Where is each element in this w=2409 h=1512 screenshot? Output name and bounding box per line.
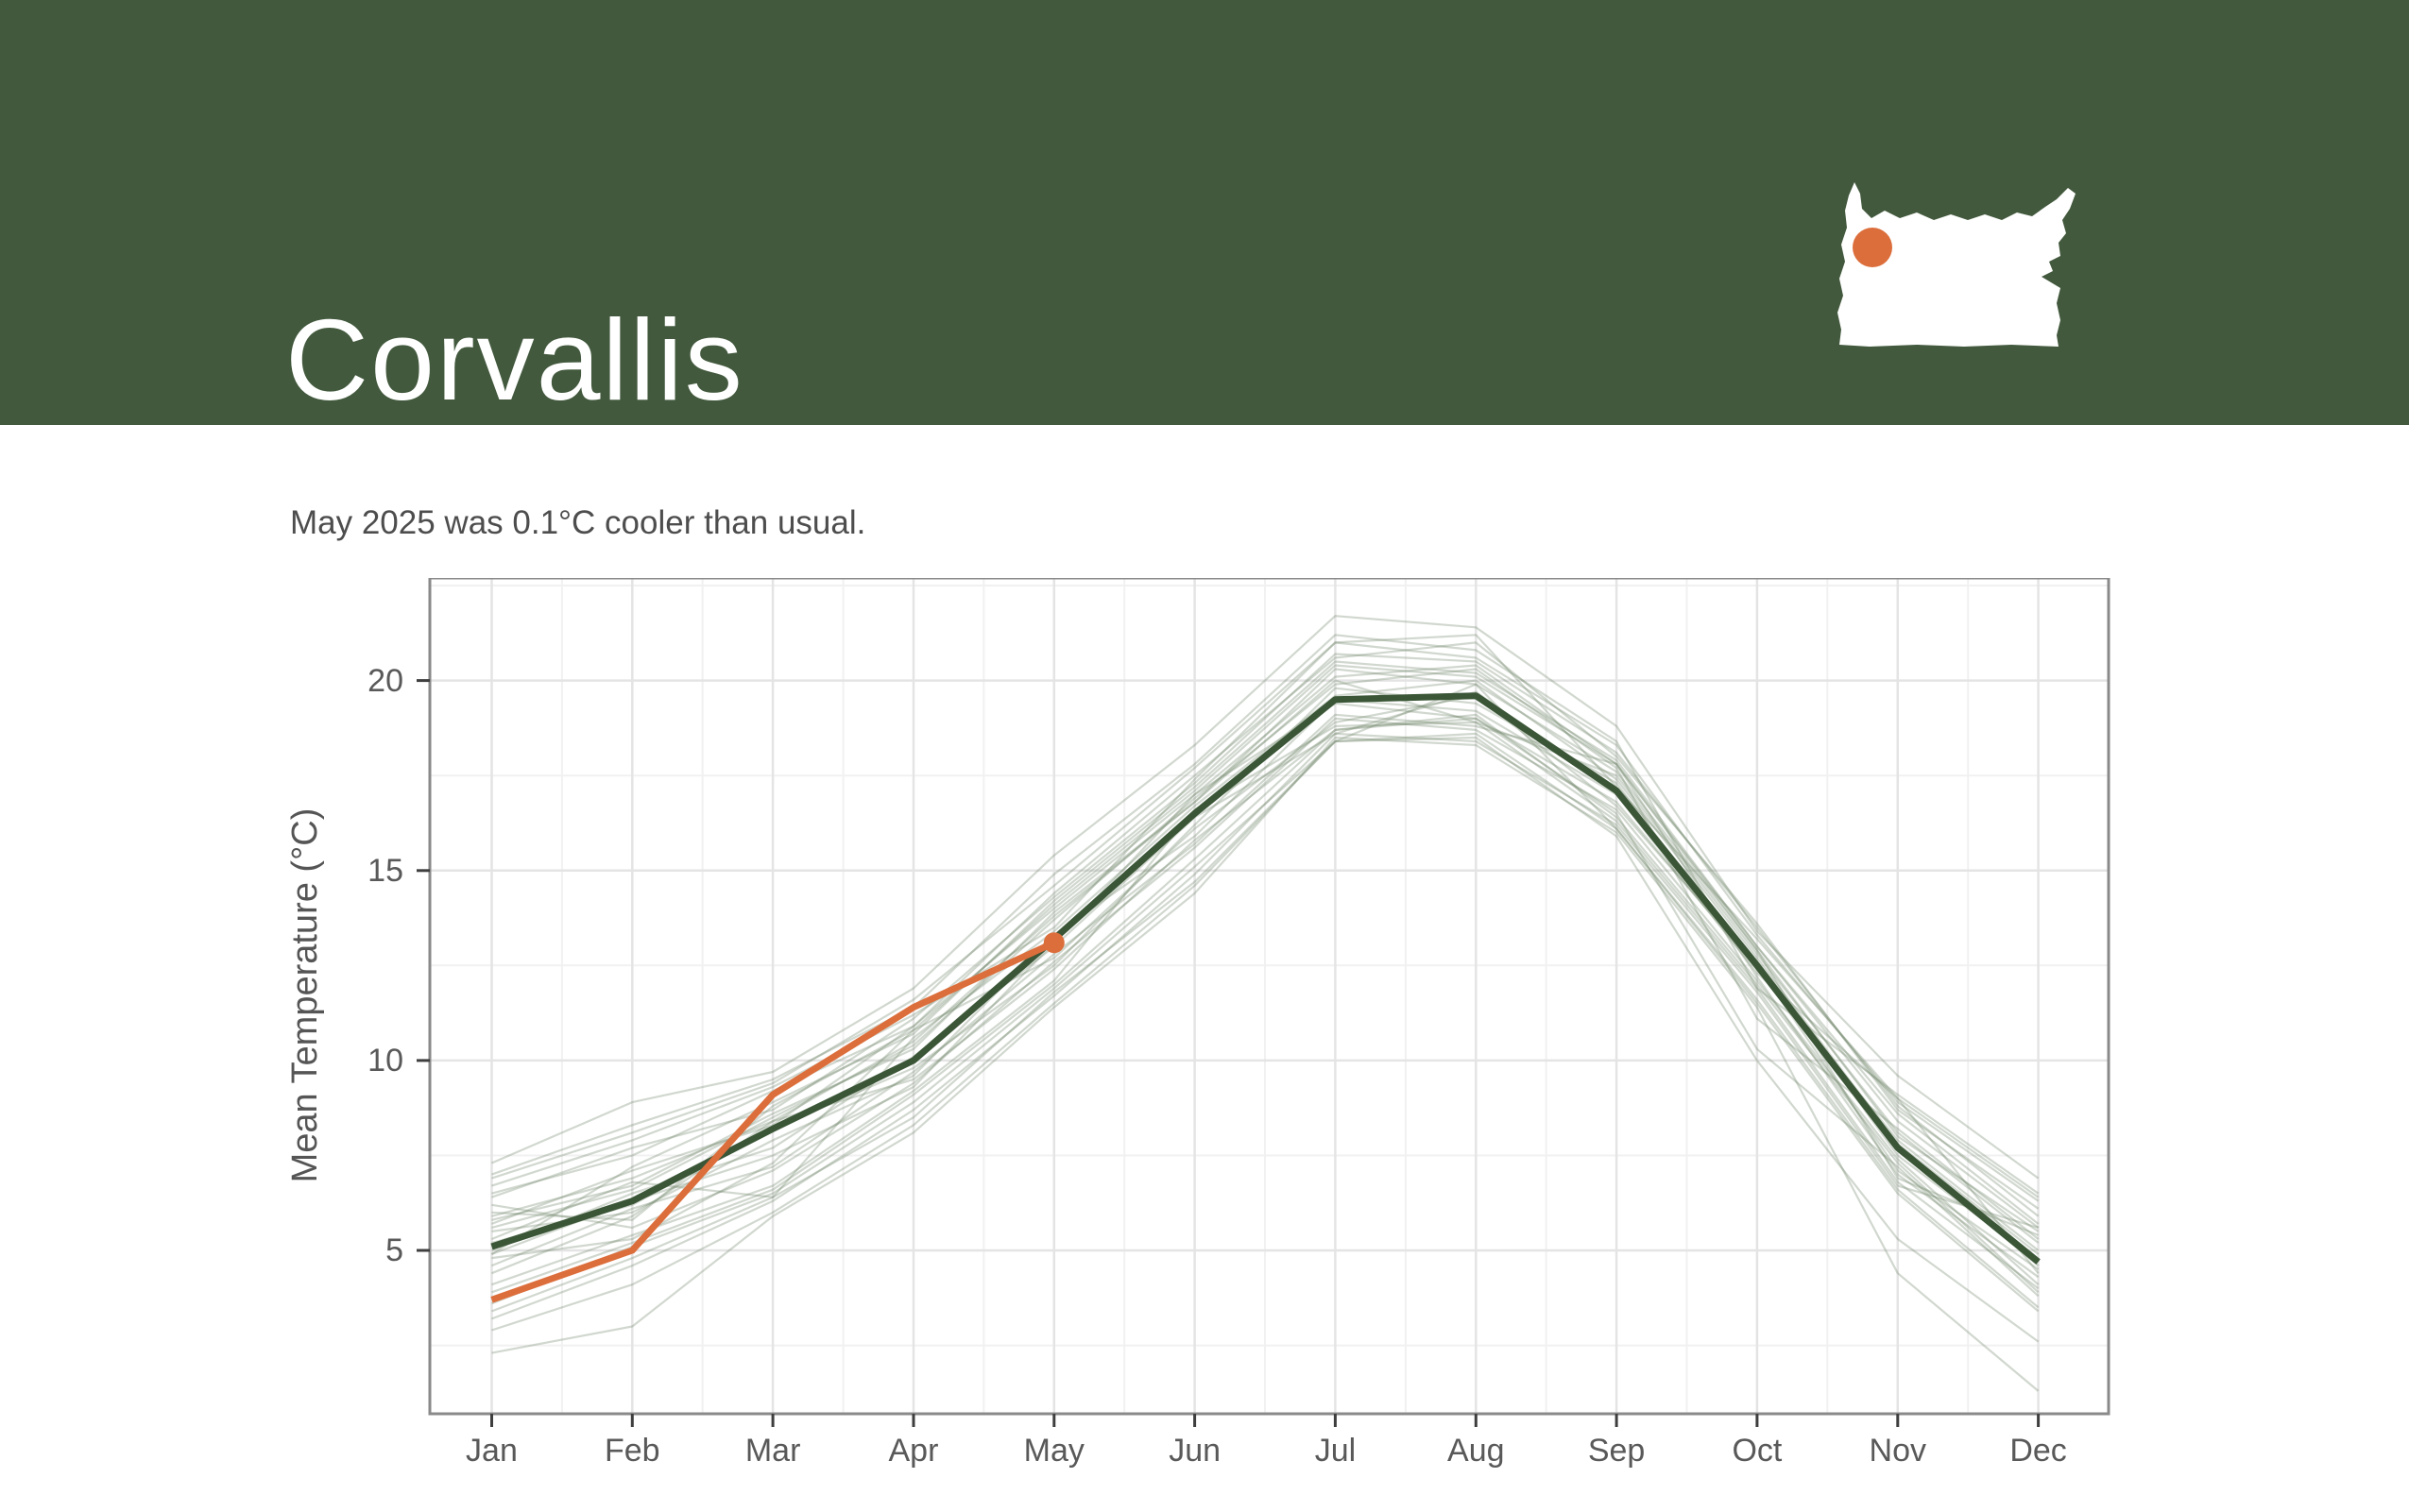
plot-border [428,578,2110,1416]
x-tick-label: Nov [1869,1433,1926,1469]
x-tick-label: Jun [1169,1433,1222,1469]
y-tick-label: 10 [367,1042,403,1079]
y-tick-label: 15 [367,852,403,889]
historical-year-line [491,641,2040,1210]
historical-year-line [491,679,2040,1255]
historical-year-line [491,641,2040,1202]
gridlines-major [430,578,2109,1414]
historical-year-line [491,634,2040,1195]
x-tick-label: Feb [605,1433,660,1469]
historical-year-line [491,717,2040,1286]
historical-year-line [491,721,2040,1290]
x-tick-label: Jan [466,1433,518,1469]
corvallis-marker-icon [1853,228,1892,267]
historical-year-line [491,683,2040,1313]
historical-year-line [491,713,2040,1294]
historical-year-line [491,679,2040,1244]
historical-year-line [491,732,2039,1320]
may-2025-dot [1043,932,1065,954]
oregon-shape-icon [1837,182,2076,347]
historical-year-line [491,717,2040,1298]
x-tick-label: Apr [888,1433,939,1469]
x-tick-label: Dec [2009,1433,2067,1469]
plot-area [417,578,2110,1427]
x-tick-label: Sep [1587,1433,1646,1469]
x-tick-label: Jul [1314,1433,1357,1469]
historical-year-line [490,660,2040,1255]
historical-year-line [491,615,2040,1180]
historical-year-line [491,668,2040,1240]
x-tick-label: Mar [744,1433,801,1469]
page-title: Corvallis [285,295,744,424]
historical-year-line [491,732,2040,1313]
historical-year-line [491,736,2040,1392]
y-tick-label: 20 [367,662,403,699]
y-tick-label: 5 [385,1232,403,1269]
historical-year-line [491,713,2040,1279]
mean-line [490,692,2041,1265]
axis-ticks [417,679,2041,1427]
x-tick-label: Oct [1732,1433,1783,1469]
historical-year-line [491,634,2040,1198]
header-banner: Corvallis [0,0,2409,425]
oregon-map [1832,168,2081,363]
y-axis-title: Mean Temperature (°C) [285,807,325,1183]
x-tick-label: Aug [1447,1433,1505,1469]
historical-year-line [491,668,2040,1232]
x-tick-label: May [1023,1433,1085,1469]
chart-subtitle: May 2025 was 0.1°C cooler than usual. [290,504,866,541]
historical-year-line [491,664,2040,1236]
line-2025 [490,940,1056,1303]
historical-year-line [491,736,2040,1343]
oregon-map-svg [1837,182,2076,347]
